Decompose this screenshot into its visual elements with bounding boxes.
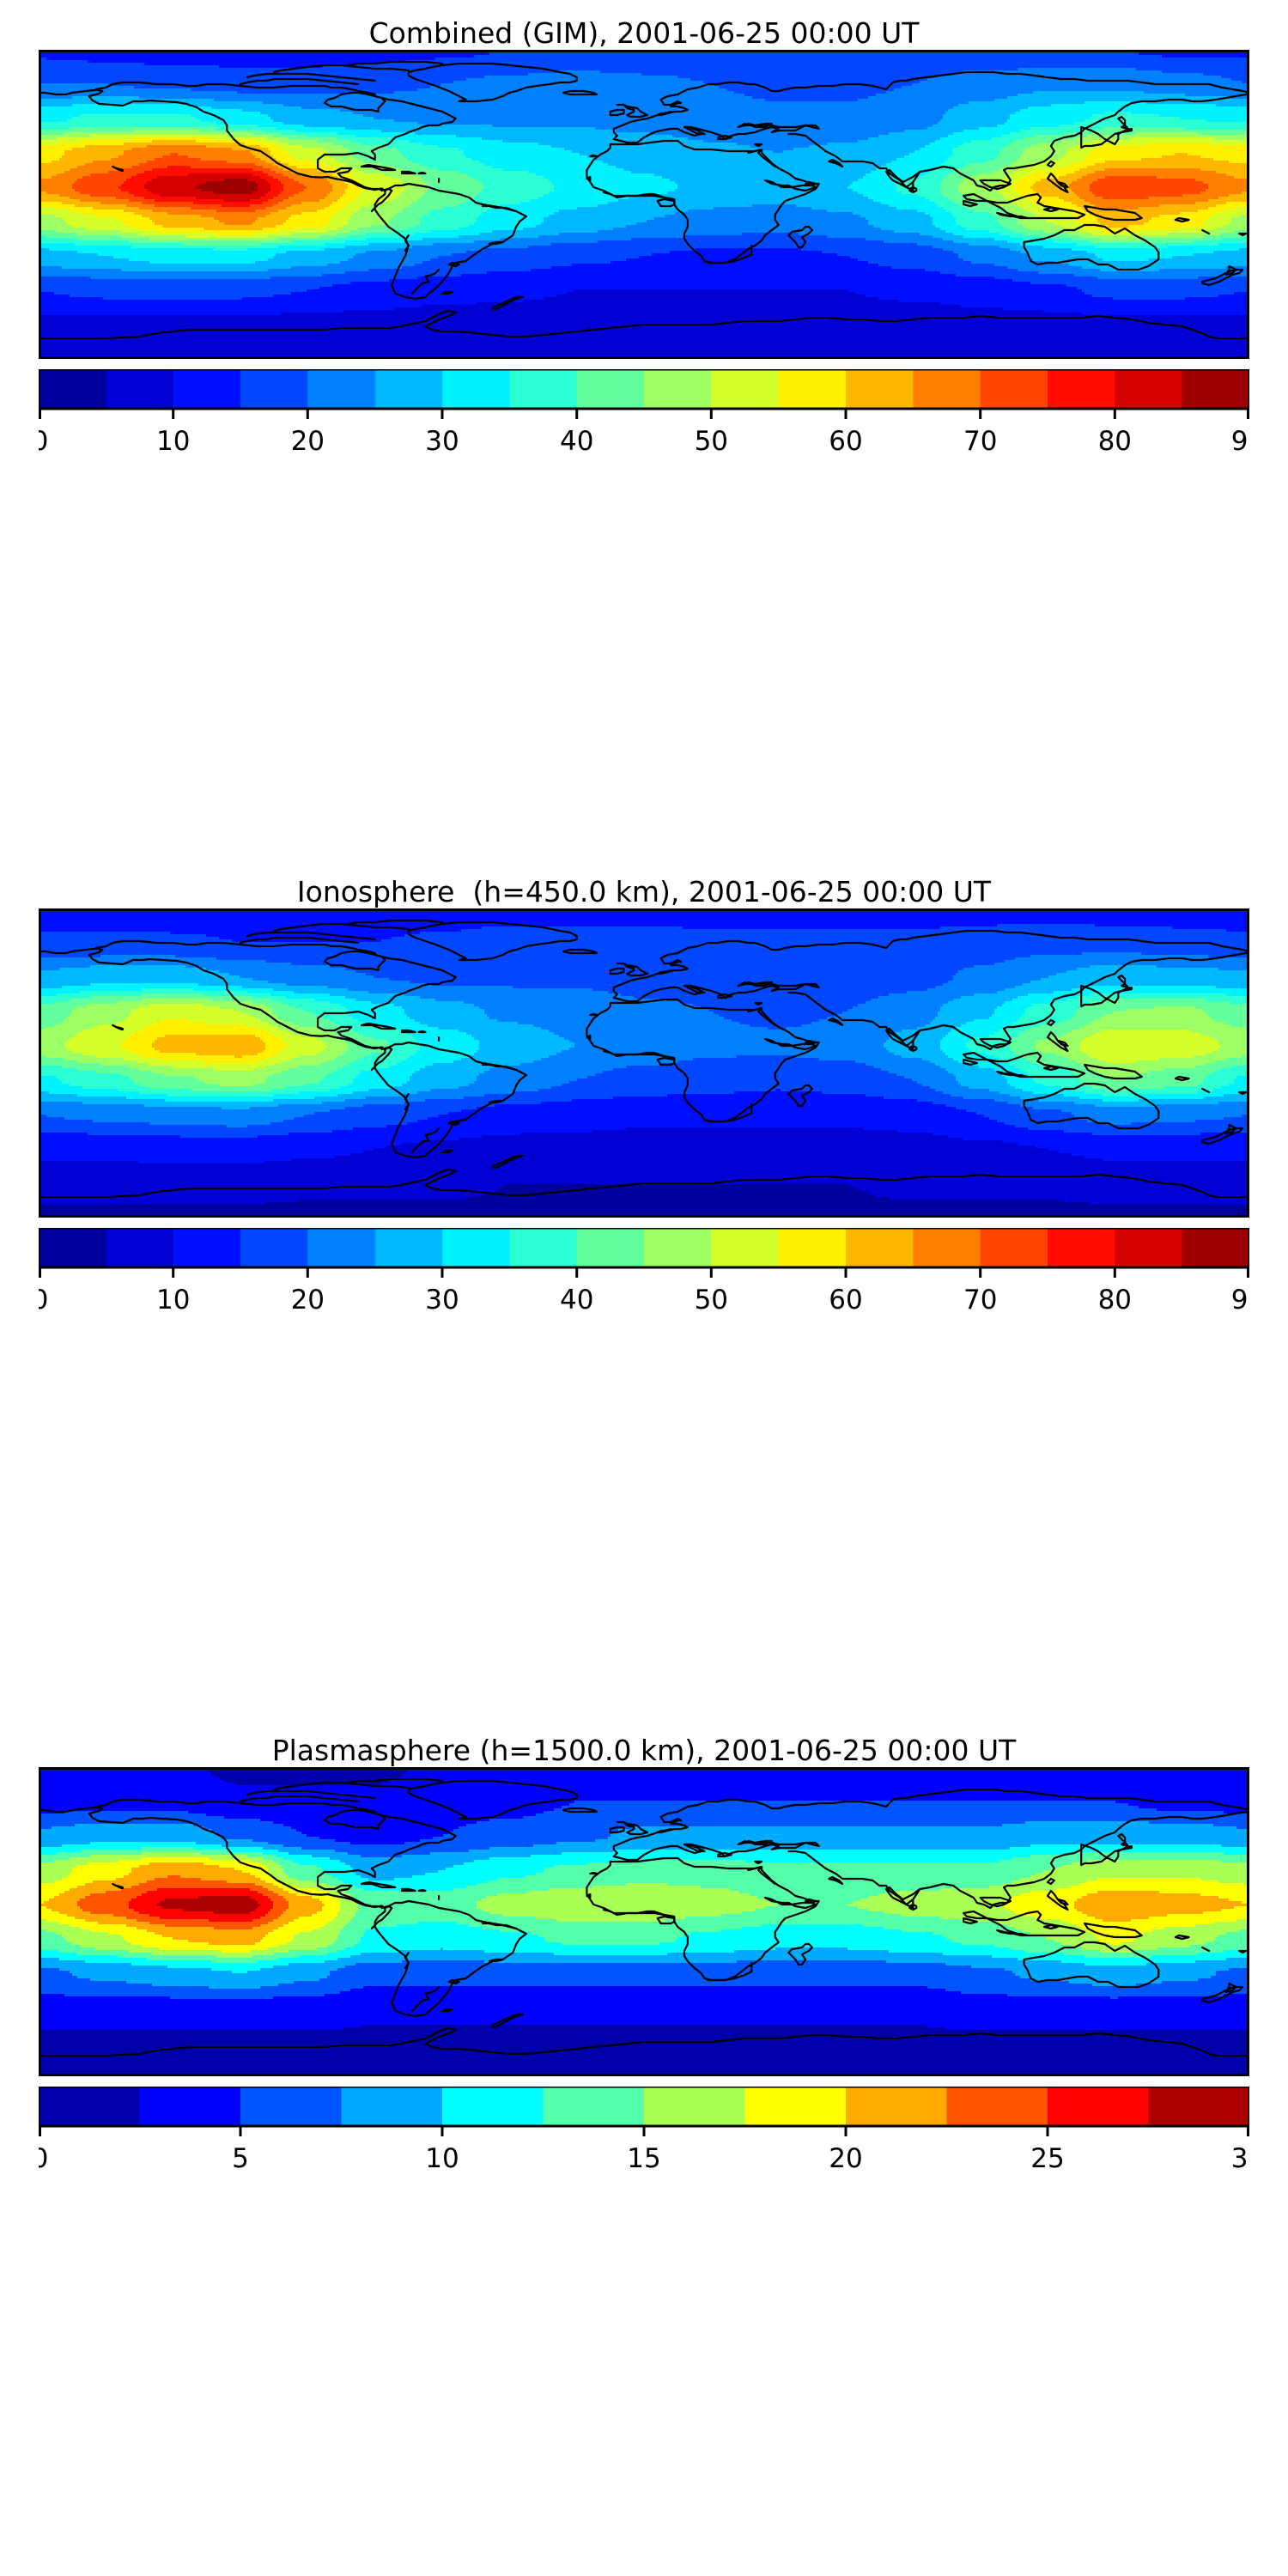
coastlines <box>39 919 1249 1199</box>
colorbar-bands: 0 10 20 30 40 50 60 70 80 90 <box>39 369 1249 457</box>
map-ionosphere <box>39 908 1249 1218</box>
colorbar-plasmasphere: 0 5 10 15 20 25 30 <box>39 2087 1249 2185</box>
colorbar-tick-label: 0 <box>39 2143 48 2174</box>
coastlines <box>39 1777 1249 2057</box>
map-border-plasmasphere <box>39 1767 1249 2076</box>
colorbar-tick-label: 30 <box>425 426 459 457</box>
colorbar-tick-label: 70 <box>963 1285 997 1315</box>
colorbar-tick-label: 50 <box>695 1285 728 1315</box>
colorbar-tick-label: 80 <box>1098 426 1132 457</box>
colorbar-tick-label: 25 <box>1030 2143 1064 2174</box>
panel-title-combined: Combined (GIM), 2001-06-25 00:00 UT <box>368 16 920 50</box>
contour-field <box>39 908 1249 1218</box>
map-canvas-ionosphere <box>39 908 1249 1218</box>
colorbar-tick-label: 10 <box>156 1285 190 1315</box>
colorbar-tick-label: 60 <box>829 1285 862 1315</box>
colorbar-bands: 0 10 20 30 40 50 60 70 80 90 <box>39 1228 1249 1315</box>
coastlines <box>39 60 1249 340</box>
colorbar-tick-label: 90 <box>1231 1285 1249 1315</box>
colorbar-bands: 0 5 10 15 20 25 30 <box>39 2087 1249 2174</box>
colorbar-tick-label: 30 <box>1231 2143 1249 2174</box>
colorbar-tick-label: 5 <box>232 2143 249 2174</box>
colorbar-tick-label: 40 <box>560 426 593 457</box>
colorbar-tick-label: 0 <box>39 1285 48 1315</box>
colorbar-tick-label: 20 <box>291 1285 325 1315</box>
colorbar-tick-label: 60 <box>829 426 862 457</box>
map-border-ionosphere <box>39 908 1249 1218</box>
colorbar-tick-label: 10 <box>425 2143 459 2174</box>
map-border-combined <box>39 50 1249 359</box>
map-combined <box>39 50 1249 359</box>
colorbar-tick-label: 50 <box>695 426 728 457</box>
colorbar-canvas-ionosphere: 0 10 20 30 40 50 60 70 80 90 <box>39 1228 1249 1315</box>
colorbar-tick-label: 0 <box>39 426 48 457</box>
panel-title-plasmasphere: Plasmasphere (h=1500.0 km), 2001-06-25 0… <box>271 1734 1017 1767</box>
colorbar-tick-label: 30 <box>425 1285 459 1315</box>
colorbar-canvas-combined: 0 10 20 30 40 50 60 70 80 90 <box>39 369 1249 457</box>
contour-field <box>39 1767 1249 2076</box>
map-plasmasphere <box>39 1767 1249 2076</box>
map-canvas-combined <box>39 50 1249 359</box>
colorbar-tick-label: 15 <box>627 2143 660 2174</box>
colorbar-tick-label: 70 <box>963 426 997 457</box>
colorbar-tick-label: 90 <box>1231 426 1249 457</box>
colorbar-tick-label: 10 <box>156 426 190 457</box>
colorbar-tick-label: 20 <box>829 2143 862 2174</box>
panel-title-ionosphere: Ionosphere (h=450.0 km), 2001-06-25 00:0… <box>296 875 992 908</box>
colorbar-tick-label: 40 <box>560 1285 593 1315</box>
colorbar-canvas-plasmasphere: 0 5 10 15 20 25 30 <box>39 2087 1249 2174</box>
map-canvas-plasmasphere <box>39 1767 1249 2076</box>
colorbar-tick-label: 80 <box>1098 1285 1132 1315</box>
contour-field <box>39 50 1249 359</box>
colorbar-combined: 0 10 20 30 40 50 60 70 80 90 <box>39 369 1249 468</box>
colorbar-ionosphere: 0 10 20 30 40 50 60 70 80 90 <box>39 1228 1249 1327</box>
colorbar-tick-label: 20 <box>291 426 325 457</box>
